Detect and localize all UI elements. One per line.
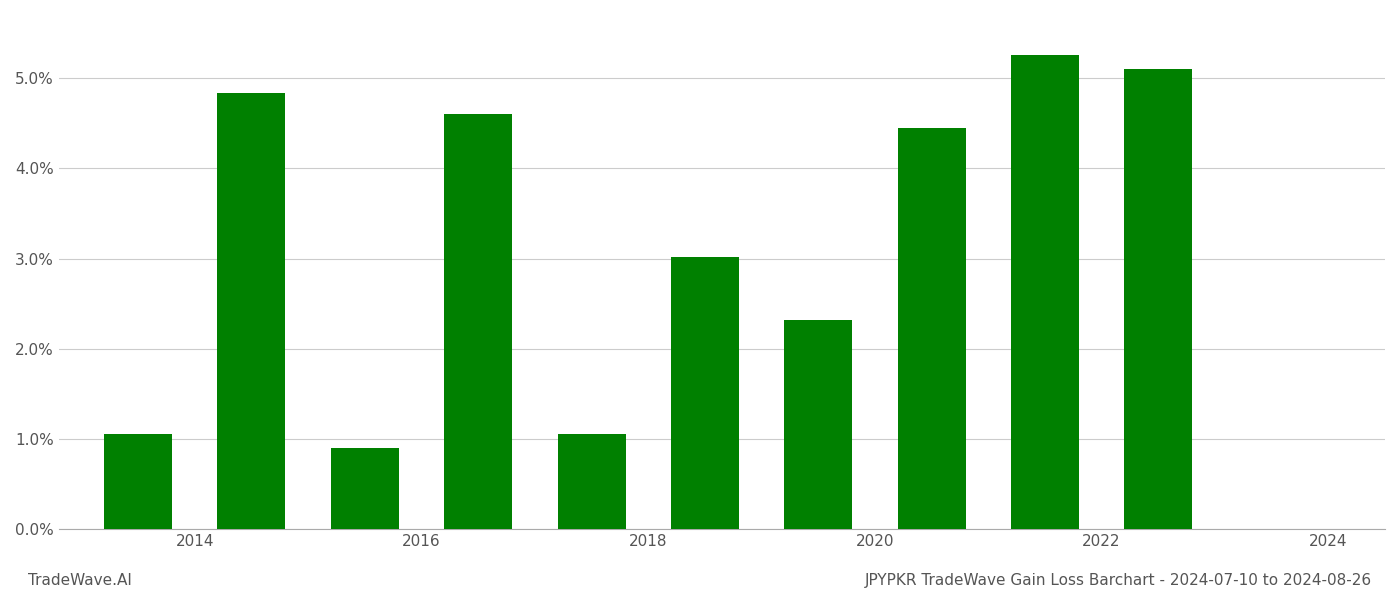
Bar (444, 114, 512, 529)
Text: TradeWave.AI: TradeWave.AI (28, 573, 132, 588)
Bar (671, 257, 739, 529)
Bar (557, 434, 626, 529)
Bar (897, 128, 966, 529)
Bar (217, 94, 286, 529)
Bar (330, 448, 399, 529)
Text: JPYPKR TradeWave Gain Loss Barchart - 2024-07-10 to 2024-08-26: JPYPKR TradeWave Gain Loss Barchart - 20… (865, 573, 1372, 588)
Bar (1124, 69, 1193, 529)
Bar (104, 434, 172, 529)
Bar (1011, 55, 1079, 529)
Bar (784, 320, 853, 529)
